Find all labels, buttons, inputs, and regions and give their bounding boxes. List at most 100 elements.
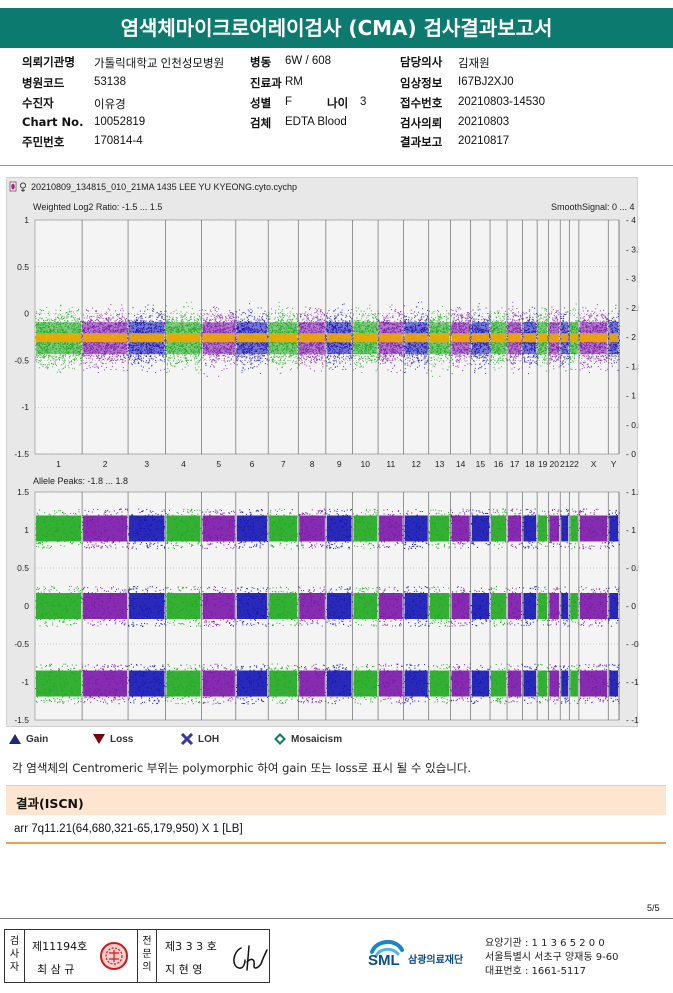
signal-point (184, 313, 186, 315)
signal-point (60, 304, 62, 306)
signal-point (187, 365, 189, 367)
signal-point (111, 362, 113, 364)
signal-point (80, 321, 81, 323)
signal-point (219, 316, 221, 318)
signal-point (101, 356, 103, 358)
signal-point (100, 357, 102, 359)
signal-point (135, 318, 137, 320)
signal-point (175, 317, 177, 319)
signal-point (84, 354, 86, 356)
signal-point (217, 354, 219, 356)
signal-point (231, 358, 233, 360)
signal-point (198, 366, 200, 368)
signal-point (258, 315, 260, 317)
signal-point (215, 318, 217, 320)
signal-point (68, 308, 70, 310)
signal-point (197, 319, 199, 321)
signal-point (66, 317, 68, 319)
request-value: 20210803 (458, 116, 509, 128)
signal-point (250, 308, 252, 310)
signal-point (47, 319, 49, 321)
signal-point (128, 339, 130, 341)
signal-point (72, 315, 74, 317)
signal-point (134, 360, 136, 362)
signal-point (163, 357, 165, 358)
signal-point (133, 360, 135, 361)
signal-point (214, 310, 216, 311)
signal-point (265, 358, 266, 359)
signal-point (43, 355, 45, 356)
signal-point (182, 321, 184, 323)
signal-point (98, 354, 100, 356)
signal-point (71, 311, 72, 313)
signal-point (90, 354, 92, 356)
signal-point (225, 355, 227, 357)
dept-label: 진료과 (250, 75, 282, 91)
signal-point (106, 317, 108, 319)
signal-point (51, 357, 53, 359)
signal-point (123, 355, 124, 356)
signal-point (169, 319, 170, 320)
signal-point (60, 310, 61, 312)
signal-point (66, 315, 68, 317)
signal-point (244, 369, 246, 371)
signal-point (127, 354, 128, 356)
signal-point (215, 360, 217, 362)
signal-point (134, 319, 136, 321)
signal-point (64, 360, 66, 362)
doctor-label: 담당의사 (400, 54, 442, 70)
signal-point (42, 365, 44, 367)
signal-point (140, 365, 142, 367)
signal-point (261, 357, 263, 359)
signal-point (165, 339, 167, 341)
signal-point (107, 308, 109, 310)
signal-point (42, 357, 44, 358)
signal-point (50, 318, 52, 320)
signal-point (71, 315, 72, 317)
signal-point (147, 354, 149, 356)
signal-point (48, 311, 50, 313)
signal-point (170, 364, 172, 366)
signal-point (120, 355, 121, 357)
signal-point (130, 363, 132, 365)
signal-point (193, 316, 195, 318)
signal-point (122, 310, 124, 312)
signal-point (164, 329, 165, 330)
signal-point (213, 365, 215, 367)
signal-point (211, 364, 213, 366)
signal-point (116, 356, 118, 358)
log2-panel-right-tick: - 1 (626, 391, 636, 401)
signal-point (232, 316, 234, 318)
signal-point (256, 355, 258, 357)
signal-point (86, 354, 88, 356)
signal-point (256, 318, 258, 320)
signal-point (103, 356, 105, 358)
signal-point (203, 319, 205, 321)
signal-point (140, 315, 142, 316)
signal-point (80, 346, 82, 348)
signal-point (239, 321, 241, 323)
signal-point (172, 318, 174, 320)
signal-point (199, 317, 201, 319)
signal-point (149, 316, 151, 318)
signal-point (206, 375, 208, 377)
signal-point (264, 310, 266, 312)
smooth-signal-label: SmoothSignal: 0 ... 4 (551, 202, 635, 212)
signal-point (89, 320, 91, 322)
signal-point (59, 319, 61, 321)
signal-point (36, 355, 38, 357)
signal-point (80, 345, 82, 346)
signal-point (159, 314, 161, 315)
signal-point (149, 356, 151, 358)
signal-point (40, 310, 42, 312)
signal-point (164, 340, 166, 342)
signal-point (223, 321, 225, 322)
signal-point (258, 319, 259, 321)
signal-point (105, 354, 107, 356)
signal-point (54, 360, 56, 362)
signal-point (110, 369, 112, 370)
signal-point (129, 356, 131, 358)
signal-point (120, 309, 122, 311)
signal-point (157, 317, 159, 319)
signal-point (143, 354, 145, 356)
